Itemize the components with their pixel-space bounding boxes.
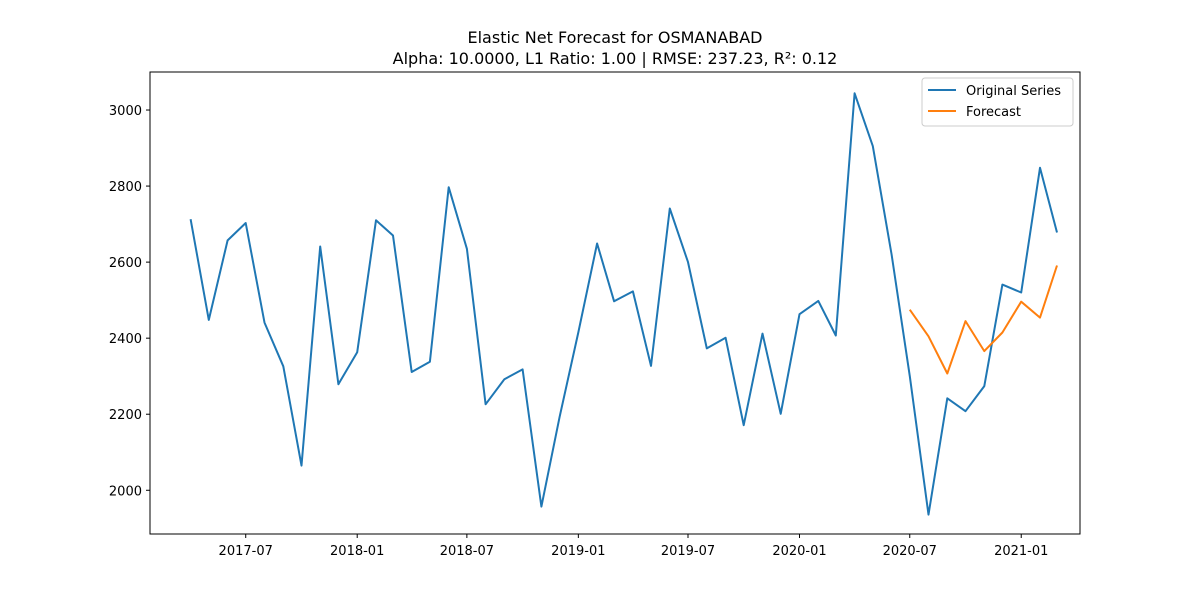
chart-subtitle: Alpha: 10.0000, L1 Ratio: 1.00 | RMSE: 2… [393, 49, 838, 68]
y-tick-label: 2000 [109, 484, 142, 499]
y-tick-label: 3000 [109, 104, 142, 119]
plot-frame [149, 71, 1081, 535]
legend-frame [921, 77, 1074, 127]
plot-area [149, 71, 1081, 535]
x-tick-label: 2019-07 [661, 544, 715, 559]
series-line-original-series [189, 92, 1058, 516]
x-tick-label: 2020-07 [883, 544, 937, 559]
series-line-forecast [908, 265, 1058, 375]
x-tick-label: 2018-07 [440, 544, 494, 559]
legend-label-forecast: Forecast [966, 105, 1021, 120]
chart-title: Elastic Net Forecast for OSMANABAD [468, 28, 763, 47]
y-axis: 2000 2200 2400 2600 2800 3000 [109, 104, 150, 499]
x-tick-label: 2021-01 [994, 544, 1048, 559]
y-tick-label: 2200 [109, 408, 142, 423]
x-tick-label: 2017-07 [219, 544, 273, 559]
y-tick-label: 2400 [109, 332, 142, 347]
legend-label-original-series: Original Series [966, 84, 1061, 99]
series-layer [189, 92, 1058, 516]
x-tick-label: 2018-01 [330, 544, 384, 559]
y-tick-label: 2600 [109, 256, 142, 271]
x-tick-label: 2020-01 [772, 544, 826, 559]
x-tick-label: 2019-01 [551, 544, 605, 559]
legend: Original Series Forecast [921, 77, 1074, 127]
y-tick-label: 2800 [109, 180, 142, 195]
x-axis: 2017-07 2018-01 2018-07 2019-01 2019-07 2020-… [219, 534, 1048, 559]
